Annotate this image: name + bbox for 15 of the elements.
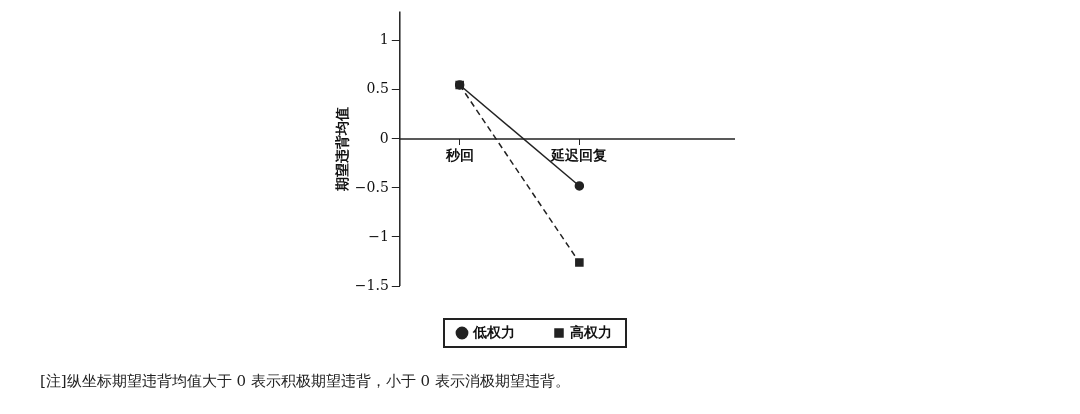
legend-label: 高权力 [570, 323, 612, 340]
y-tick-label: 0 [379, 129, 389, 146]
y-tick-label: −0.5 [354, 178, 389, 195]
y-tick-label: 0.5 [366, 80, 389, 97]
point [574, 181, 585, 191]
y-tick-label: 1 [379, 31, 389, 48]
point [455, 80, 464, 90]
legend-label: 低权力 [472, 323, 515, 340]
x-tick-label: 延迟回复 [550, 146, 608, 163]
x-tick-label: 秒回 [444, 146, 474, 163]
text: [注]纵坐标期望违背均值大于 0 表示积极期望违背，小于 0 表示消极期望违背。 [40, 372, 570, 391]
y-tick-label: −1.5 [354, 276, 389, 293]
point [575, 258, 584, 267]
y-tick-label: −1 [368, 227, 389, 244]
y-axis-title: 期望违背均值 [334, 106, 351, 192]
